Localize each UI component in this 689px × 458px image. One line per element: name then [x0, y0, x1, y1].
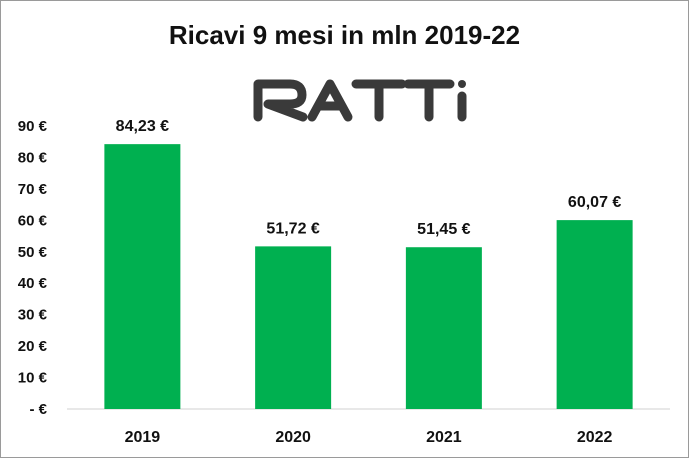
x-tick-label-2022: 2022 [577, 429, 613, 446]
chart-title: Ricavi 9 mesi in mln 2019-22 [168, 20, 521, 50]
y-tick-label: 50 € [18, 244, 48, 261]
x-tick-label-2019: 2019 [125, 429, 161, 446]
chart-axes: - € 10 € 20 € 30 € 40 € 50 € 60 € 70 € 80 € 90 € [18, 118, 670, 418]
bar-2021 [405, 247, 482, 409]
data-labels: 84,23 € 2019 51,72 € 2020 51,45 € 2021 60,07 €… [116, 118, 622, 446]
y-tick-label: 20 € [18, 338, 48, 355]
ratti-logo [253, 79, 467, 122]
y-tick-label: 40 € [18, 275, 48, 292]
y-tick-label: 90 € [18, 118, 48, 135]
data-label-2022: 60,07 € [568, 194, 621, 211]
bar-2022 [556, 220, 633, 409]
y-tick-label: 80 € [18, 149, 48, 166]
bar-2019 [104, 144, 181, 410]
data-label-2020: 51,72 € [266, 220, 319, 237]
y-tick-label: - € [29, 401, 47, 418]
data-label-2019: 84,23 € [116, 118, 169, 135]
data-label-2021: 51,45 € [417, 221, 470, 238]
y-tick-label: 10 € [18, 370, 48, 387]
bar-2020 [255, 246, 332, 409]
bar-series [104, 144, 633, 410]
y-tick-label: 30 € [18, 307, 48, 324]
x-tick-label-2020: 2020 [275, 429, 311, 446]
y-tick-label: 70 € [18, 181, 48, 198]
y-tick-label: 60 € [18, 212, 48, 229]
x-tick-label-2021: 2021 [426, 429, 462, 446]
